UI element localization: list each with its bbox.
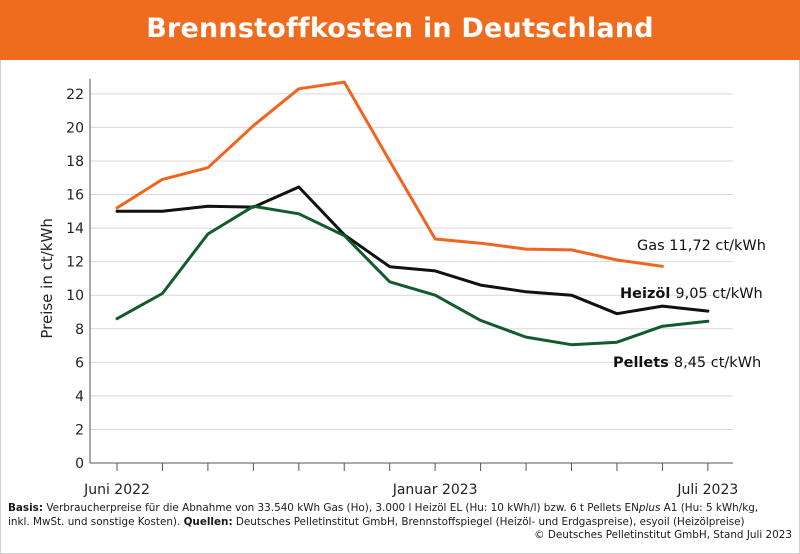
series-label-pellets: Pellets 8,45 ct/kWh: [613, 355, 761, 371]
series-value: 8,45 ct/kWh: [674, 355, 761, 371]
line-chart: 0 2 4 6 8 10 12 14 16 18 20 22 Preise in ct/kWh Juni …: [38, 78, 766, 498]
y-tick-label: 22: [66, 87, 84, 103]
y-tick-label: 6: [75, 355, 84, 371]
y-tick-label: 4: [75, 389, 84, 405]
series-line-pellets: [115, 204, 710, 347]
y-tick-label: 0: [75, 456, 84, 472]
footnote-line-1: Basis: Verbraucherpreise für die Abnahme…: [8, 502, 792, 516]
series-name: Gas: [637, 238, 669, 254]
footnote-line-2-text: inkl. MwSt. und sonstige Kosten).: [8, 515, 184, 528]
footnote-line-2: inkl. MwSt. und sonstige Kosten). Quelle…: [8, 516, 792, 530]
footnote: Basis: Verbraucherpreise für die Abnahme…: [8, 502, 792, 543]
series-line-gas: [115, 80, 664, 268]
y-tick-label: 8: [75, 322, 84, 338]
series-value: 9,05 ct/kWh: [675, 286, 762, 302]
quellen-text: Deutsches Pelletinstitut GmbH, Brennstof…: [232, 515, 745, 528]
series-line-heizoel: [115, 185, 710, 316]
series-label-heizoel: Heizöl 9,05 ct/kWh: [620, 286, 763, 302]
quellen-label: Quellen:: [183, 515, 233, 528]
y-tick-label: 14: [66, 221, 84, 237]
basis-italic: plus: [638, 502, 661, 514]
x-tick-label: Juli 2023: [676, 482, 738, 498]
y-axis-label: Preise in ct/kWh: [38, 218, 56, 338]
series-value: 11,72 ct/kWh: [669, 238, 766, 254]
basis-label: Basis:: [8, 502, 44, 514]
copyright: © Deutsches Pelletinstitut GmbH, Stand J…: [534, 529, 792, 541]
y-tick-label: 2: [75, 422, 84, 438]
basis-text-1: Verbraucherpreise für die Abnahme von 33…: [43, 502, 639, 514]
y-tick-label: 12: [66, 255, 84, 271]
series-name: Heizöl: [620, 286, 675, 302]
x-tick-label: Januar 2023: [392, 482, 478, 498]
series-label-gas: Gas 11,72 ct/kWh: [637, 238, 766, 254]
y-tick-label: 10: [66, 288, 84, 304]
y-tick-label: 20: [66, 120, 84, 136]
chart-title: Brennstoffkosten in Deutschland: [146, 13, 654, 44]
y-tick-label: 18: [66, 154, 84, 170]
basis-text-2: A1 (Hu: 5 kWh/kg,: [660, 502, 759, 514]
y-tick-label: 16: [66, 188, 84, 204]
title-bar: Brennstoffkosten in Deutschland: [0, 0, 800, 60]
x-tick-label: Juni 2022: [83, 482, 150, 498]
series-name: Pellets: [613, 355, 674, 371]
